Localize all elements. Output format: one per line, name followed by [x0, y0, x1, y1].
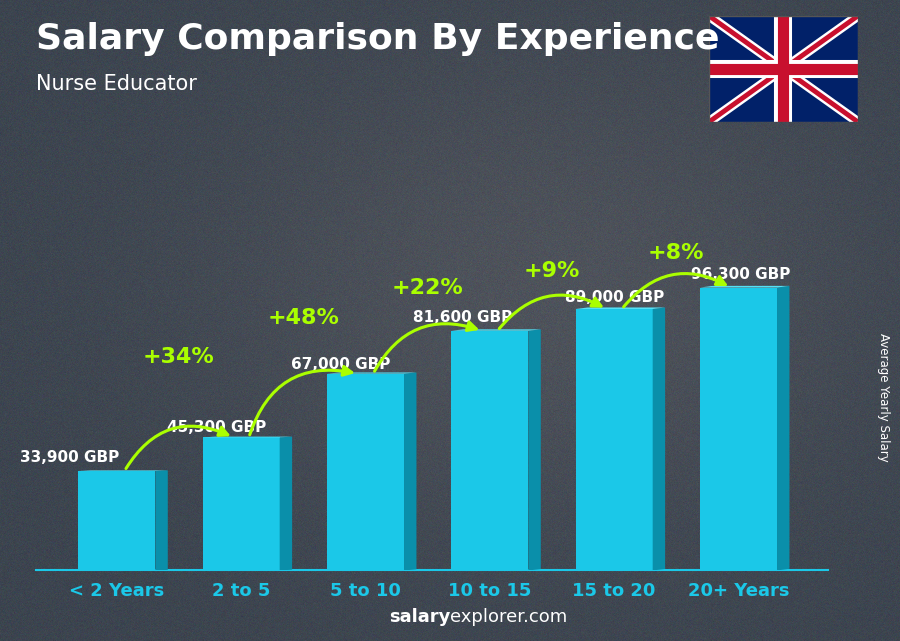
Polygon shape — [280, 437, 292, 570]
Bar — [576, 309, 652, 570]
Bar — [327, 374, 404, 570]
Text: Average Yearly Salary: Average Yearly Salary — [878, 333, 890, 462]
Polygon shape — [528, 329, 541, 570]
Text: 89,000 GBP: 89,000 GBP — [564, 290, 664, 304]
Text: +9%: +9% — [524, 261, 580, 281]
Text: 33,900 GBP: 33,900 GBP — [20, 449, 119, 465]
Text: 45,300 GBP: 45,300 GBP — [166, 420, 266, 435]
FancyArrowPatch shape — [126, 426, 228, 469]
Bar — [700, 288, 777, 570]
Text: +48%: +48% — [267, 308, 339, 328]
Polygon shape — [777, 286, 789, 570]
Polygon shape — [327, 372, 417, 374]
FancyArrowPatch shape — [500, 295, 601, 329]
Bar — [202, 437, 280, 570]
Text: Nurse Educator: Nurse Educator — [36, 74, 197, 94]
Text: +22%: +22% — [392, 278, 464, 299]
Text: explorer.com: explorer.com — [450, 608, 567, 626]
Text: 81,600 GBP: 81,600 GBP — [413, 310, 512, 326]
Bar — [78, 471, 156, 570]
Text: 67,000 GBP: 67,000 GBP — [291, 357, 391, 372]
Text: +8%: +8% — [648, 243, 705, 263]
Polygon shape — [652, 308, 665, 570]
Text: +34%: +34% — [143, 347, 215, 367]
Polygon shape — [700, 286, 789, 288]
Bar — [451, 331, 528, 570]
Polygon shape — [576, 308, 665, 309]
Text: 96,300 GBP: 96,300 GBP — [691, 267, 791, 282]
FancyArrowPatch shape — [249, 367, 352, 435]
Polygon shape — [156, 470, 167, 570]
FancyArrowPatch shape — [374, 322, 476, 371]
Polygon shape — [404, 372, 417, 570]
Text: salary: salary — [389, 608, 450, 626]
Polygon shape — [451, 329, 541, 331]
Text: Salary Comparison By Experience: Salary Comparison By Experience — [36, 22, 719, 56]
FancyArrowPatch shape — [624, 274, 725, 307]
